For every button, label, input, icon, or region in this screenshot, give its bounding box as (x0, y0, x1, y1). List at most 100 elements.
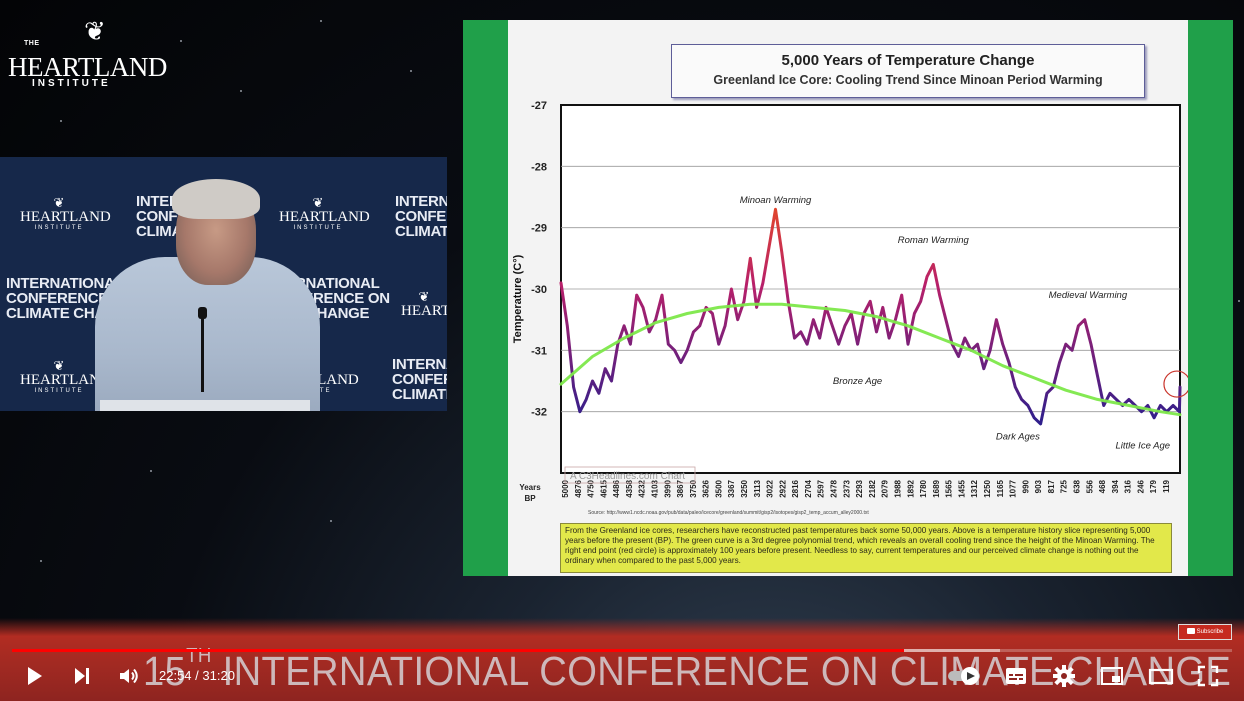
fullscreen-icon[interactable] (1196, 664, 1220, 688)
banner-number: 15 (143, 648, 187, 694)
chart-annotation: Minoan Warming (740, 195, 812, 206)
backdrop-logo-institute: INSTITUTE (34, 388, 84, 394)
x-tick-label: 2597 (817, 479, 826, 497)
x-tick-label: 2922 (778, 479, 787, 497)
x-tick-label: 2816 (791, 479, 800, 497)
x-tick-label: 3990 (663, 479, 672, 497)
x-tick-label: 1565 (945, 479, 954, 497)
y-tick-label: -30 (531, 284, 547, 296)
y-tick-label: -27 (531, 100, 547, 112)
y-tick-label: -31 (531, 345, 547, 357)
x-tick-label: 3113 (753, 479, 762, 497)
x-tick-label: 468 (1098, 479, 1107, 493)
x-tick-label: 556 (1085, 479, 1094, 493)
star (40, 560, 42, 562)
y-axis-label: Temperature (C°) (512, 254, 524, 343)
logo-name: HEARTLAND (8, 52, 167, 82)
x-tick-label: 394 (1111, 479, 1120, 493)
subscribe-button[interactable]: Subscribe (1178, 624, 1232, 640)
leaf-icon: ❦ (53, 195, 65, 210)
slide-subtitle: Greenland Ice Core: Cooling Trend Since … (713, 73, 1103, 87)
backdrop-logo-name: HEARTL (401, 303, 447, 319)
x-tick-label: 1988 (893, 479, 902, 497)
backdrop-conference-text: INTERNAT CONFERE CLIMATE (395, 193, 447, 240)
x-tick-label: 3867 (676, 479, 685, 497)
x-tick-label: 817 (1047, 479, 1056, 493)
chart-annotation: Dark Ages (996, 431, 1040, 442)
backdrop-logo-name: HEARTLAND (20, 372, 111, 388)
x-tick-label: 1455 (957, 479, 966, 497)
settings-icon[interactable] (1052, 664, 1076, 688)
x-tick-label: 316 (1124, 479, 1133, 493)
star (330, 520, 332, 522)
next-icon[interactable] (70, 664, 94, 688)
autoplay-toggle[interactable] (946, 666, 984, 686)
watermark-box (564, 466, 696, 484)
logo-institute: INSTITUTE (32, 78, 111, 89)
x-tick-label: 3022 (766, 479, 775, 497)
slide-title-box: 5,000 Years of Temperature Change Greenl… (671, 44, 1145, 98)
chart-annotation: Roman Warming (898, 235, 970, 246)
x-tick-label: 4876 (574, 479, 583, 497)
x-tick-label: 1165 (996, 479, 1005, 497)
backdrop-logo: ❦ HEARTLAND INSTITUTE (20, 358, 111, 394)
theater-icon[interactable] (1148, 664, 1174, 688)
watermark: A C3Headlines.com Chart (570, 471, 685, 482)
backdrop-logo-name: HEARTLAND (279, 209, 370, 225)
presentation-slide: 5,000 Years of Temperature Change Greenl… (463, 20, 1233, 576)
chart-annotation: Bronze Age (833, 376, 882, 387)
y-tick-label: -29 (531, 223, 547, 235)
y-tick-label: -28 (531, 161, 547, 173)
backdrop-conference-text: INTERNAT CONFERE CLIMATE (392, 356, 447, 403)
source-text: Source: http://www1.ncdc.noaa.gov/pub/da… (588, 510, 869, 516)
duration: 31:20 (202, 668, 235, 683)
volume-icon[interactable] (117, 664, 141, 688)
x-axis-title: Years (519, 483, 541, 492)
progress-bar[interactable] (12, 649, 1232, 652)
star (150, 470, 152, 472)
backdrop-logo: ❦ HEARTLAND INSTITUTE (20, 195, 111, 231)
x-tick-label: 4750 (587, 479, 596, 497)
x-tick-label: 4232 (638, 479, 647, 497)
current-time: 22:54 (159, 668, 192, 683)
speaker-video: ❦ HEARTLAND INSTITUTE ❦ HEARTLAND INSTIT… (0, 157, 447, 411)
x-tick-label: 3750 (689, 479, 698, 497)
x-tick-label: 4615 (599, 479, 608, 497)
x-tick-label: 3250 (740, 479, 749, 497)
x-tick-label: 2079 (881, 479, 890, 497)
chart-annotation: Medieval Warming (1049, 290, 1128, 301)
x-tick-label: 638 (1072, 479, 1081, 493)
backdrop-logo: ❦ HEARTLAND INSTITUTE (279, 195, 370, 231)
chart-annotation: Little Ice Age (1115, 440, 1170, 451)
backdrop-logo-institute: INSTITUTE (293, 225, 343, 231)
x-tick-label: 119 (1162, 479, 1171, 492)
y-tick-label: -32 (531, 407, 547, 419)
play-icon[interactable] (22, 664, 46, 688)
x-tick-label: 4103 (651, 479, 660, 497)
x-tick-label: 903 (1034, 479, 1043, 493)
x-tick-label: 179 (1149, 479, 1158, 493)
subtitles-icon[interactable] (1004, 664, 1028, 688)
podium (100, 400, 310, 411)
banner-title: INTERNATIONAL CONFERENCE ON CLIMATE CHAN… (211, 648, 1232, 694)
leaf-icon: ❦ (312, 195, 324, 210)
x-tick-label: 3500 (714, 479, 723, 497)
leaf-icon: ❦ (84, 16, 106, 46)
backdrop-logo-institute: INSTITUTE (34, 225, 84, 231)
time-separator: / (191, 668, 203, 683)
x-tick-label: 4358 (625, 479, 634, 497)
x-tick-label: 1312 (970, 479, 979, 497)
speaker-hair (172, 179, 260, 219)
x-tick-label: 246 (1136, 479, 1145, 493)
logo-the: THE (24, 40, 40, 47)
x-tick-label: 3626 (702, 479, 711, 497)
x-tick-label: 1077 (1009, 479, 1018, 497)
x-axis-title: BP (524, 494, 536, 503)
miniplayer-icon[interactable] (1100, 664, 1124, 688)
progress-played (12, 649, 904, 652)
time-display: 22:54 / 31:20 (159, 668, 235, 683)
star (410, 70, 412, 72)
leaf-icon: ❦ (53, 358, 65, 373)
x-tick-label: 1780 (919, 479, 928, 497)
